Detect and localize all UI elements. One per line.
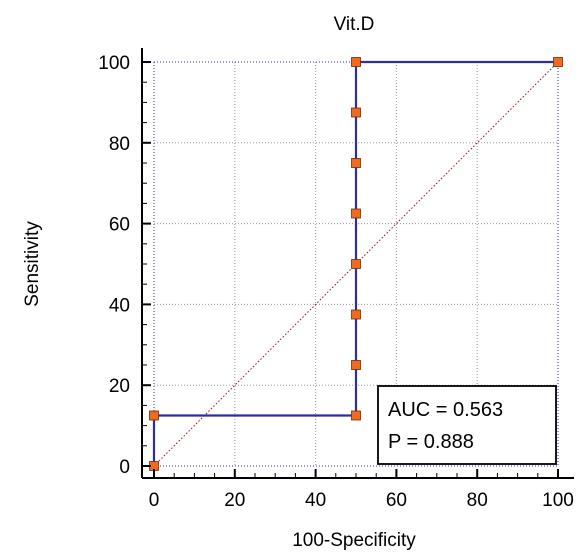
y-axis-label: Sensitivity bbox=[22, 221, 43, 307]
y-tick-label-5: 100 bbox=[98, 53, 130, 74]
axes bbox=[141, 48, 574, 479]
x-tick-label-3: 60 bbox=[386, 490, 407, 511]
roc-point-4 bbox=[351, 309, 361, 320]
roc-point-10 bbox=[553, 57, 563, 67]
p-value-label: P = 0.888 bbox=[388, 431, 474, 453]
roc-point-8 bbox=[351, 107, 361, 118]
x-tick-label-1: 20 bbox=[224, 490, 245, 511]
y-tick-label-2: 40 bbox=[109, 295, 130, 316]
x-tick-labels: 0 20 40 60 80 100 bbox=[149, 490, 574, 511]
roc-point-6 bbox=[351, 208, 361, 219]
reference-diagonal-line bbox=[153, 61, 559, 467]
y-tick-labels: 0 20 40 60 80 100 bbox=[98, 53, 130, 478]
roc-point-7 bbox=[351, 158, 361, 168]
x-tick-label-0: 0 bbox=[149, 490, 160, 511]
stats-box-frame bbox=[377, 385, 557, 465]
stats-box: AUC = 0.563 P = 0.888 bbox=[377, 385, 557, 465]
x-axis-label: 100-Specificity bbox=[292, 530, 416, 551]
chart-title: Vit.D bbox=[334, 14, 375, 35]
roc-point-5 bbox=[351, 259, 361, 269]
x-tick-label-2: 40 bbox=[305, 490, 326, 511]
roc-point-9 bbox=[351, 57, 361, 67]
roc-point-1 bbox=[149, 410, 159, 421]
y-tick-label-4: 80 bbox=[109, 134, 130, 155]
auc-label: AUC = 0.563 bbox=[388, 399, 503, 421]
roc-point-2 bbox=[351, 410, 361, 421]
y-tick-label-1: 20 bbox=[109, 376, 130, 397]
y-tick-label-3: 60 bbox=[109, 215, 130, 236]
y-tick-label-0: 0 bbox=[119, 457, 130, 478]
roc-point-3 bbox=[351, 360, 361, 370]
x-tick-label-4: 80 bbox=[467, 490, 488, 511]
x-tick-label-5: 100 bbox=[542, 490, 574, 511]
